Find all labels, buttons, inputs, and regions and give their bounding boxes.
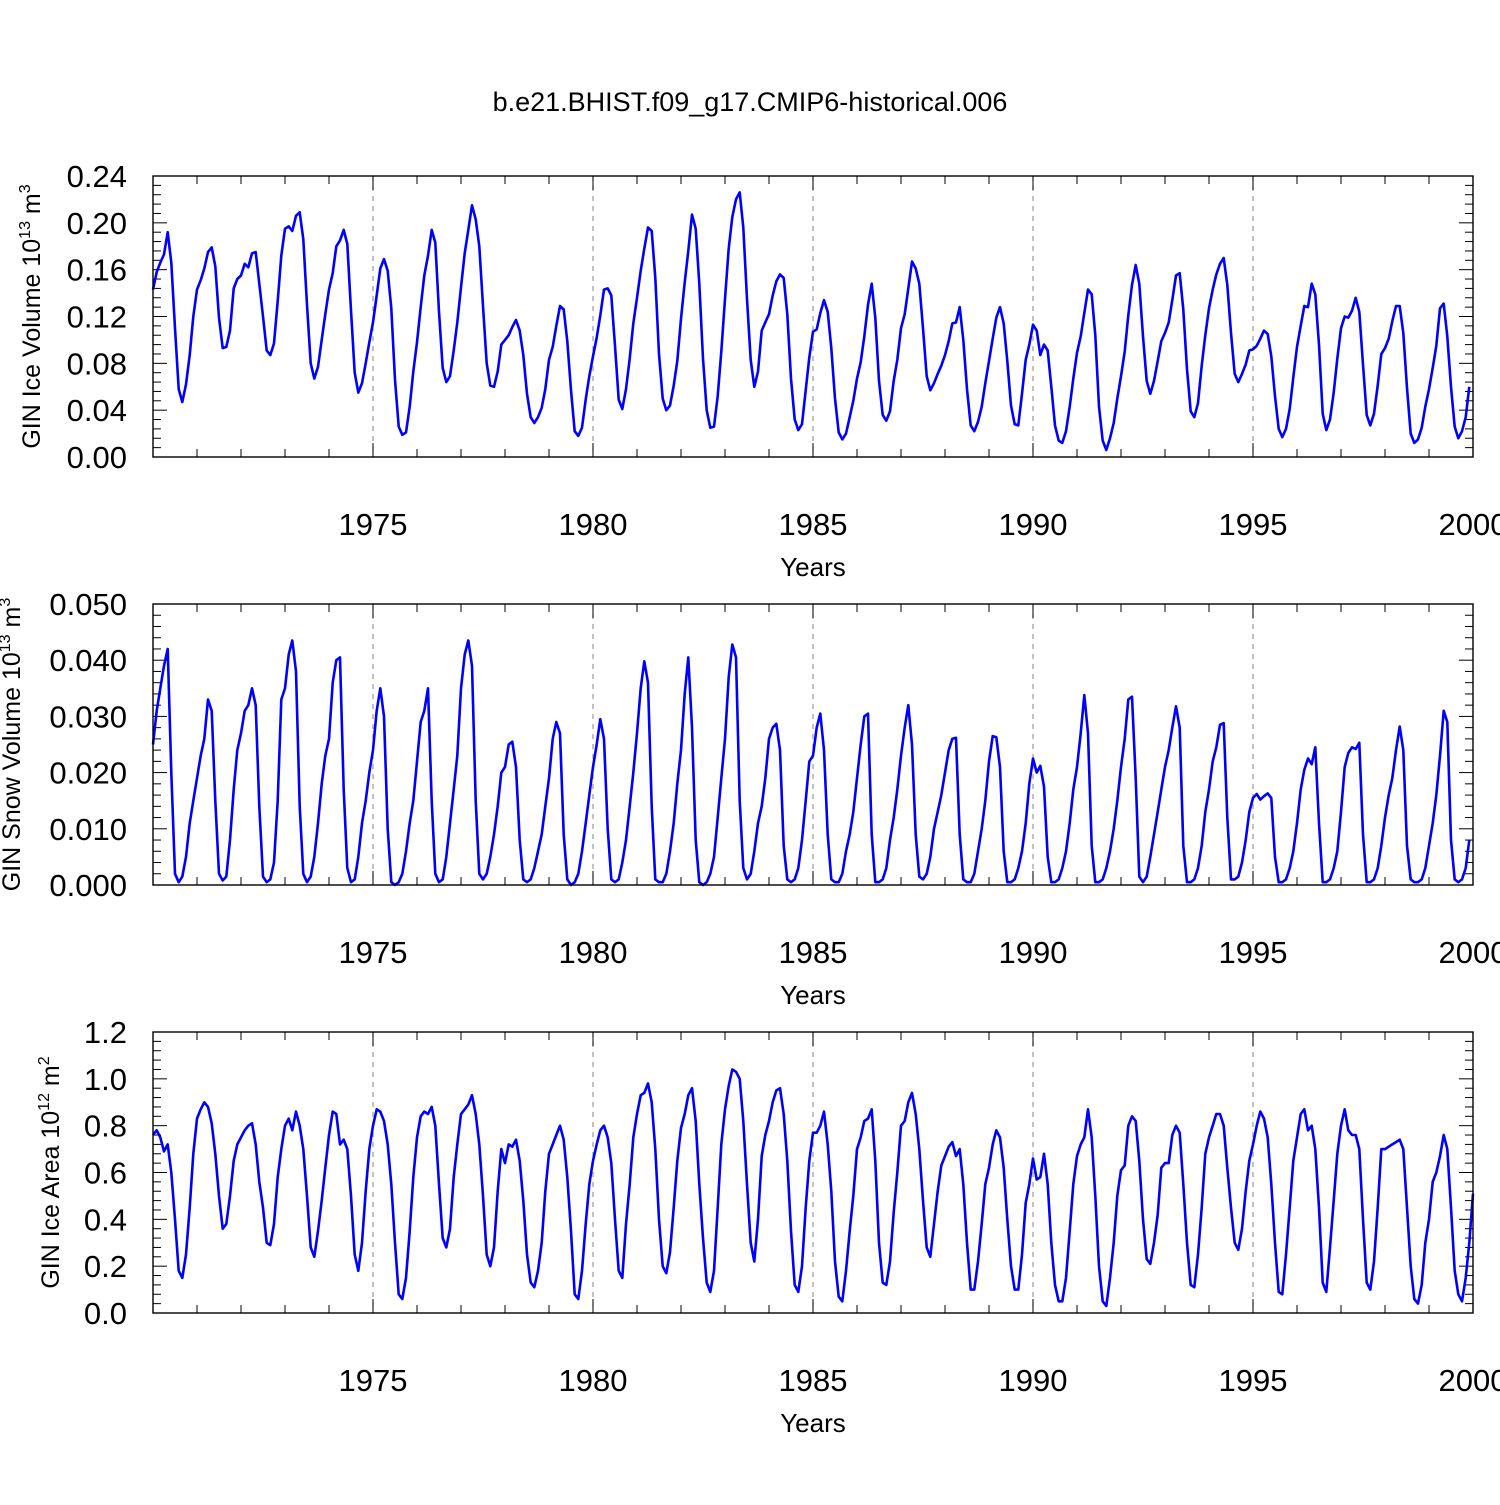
y-axis-label: GIN Ice Area 1012 m2	[36, 1056, 65, 1288]
y-tick-label: 0.24	[67, 159, 127, 194]
plot-frame	[152, 1031, 1474, 1314]
series-line-snow-volume	[151, 639, 1471, 887]
series-line-ice-area	[151, 1068, 1475, 1308]
y-axis-label-part: GIN Ice Volume 10	[18, 239, 46, 449]
x-tick-label: 1980	[559, 507, 628, 542]
y-axis-label-part: 13	[0, 634, 14, 652]
x-tick-label: 1990	[999, 1363, 1068, 1398]
chart-title: b.e21.BHIST.f09_g17.CMIP6-historical.006	[493, 87, 1008, 117]
x-tick-label: 1995	[1219, 1363, 1288, 1398]
x-tick-label: 1985	[779, 507, 848, 542]
panel-ice-area: 0.0 0.2 0.4 0.6 0.8 1.0 1.2 1975 1980 1985 1990 199…	[36, 1015, 1500, 1438]
y-tick-label: 0.0	[84, 1296, 127, 1331]
x-tick-label: 2000	[1439, 1363, 1500, 1398]
y-axis-label-part: GIN Ice Area 10	[37, 1111, 65, 1289]
panel-snow-volume: 0.000 0.010 0.020 0.030 0.040 0.050 1975 1980 19…	[0, 587, 1500, 1010]
y-tick-label: 0.6	[84, 1156, 127, 1191]
y-tick-label: 0.04	[67, 393, 127, 428]
y-axis-label: GIN Snow Volume 1013 m3	[0, 598, 26, 892]
y-tick-label: 0.20	[67, 206, 127, 241]
x-tick-label: 1985	[779, 1363, 848, 1398]
x-tick-label: 2000	[1439, 507, 1500, 542]
x-tick-label: 1985	[779, 935, 848, 970]
x-axis-label: Years	[780, 1408, 846, 1438]
y-axis-label-part: m	[37, 1065, 65, 1093]
y-axis-label-part: 12	[36, 1093, 53, 1111]
y-tick-label: 0.12	[67, 300, 127, 335]
y-axis-label-part: GIN Snow Volume 10	[0, 652, 26, 891]
y-tick-label: 0.4	[84, 1202, 127, 1237]
y-axis-label: GIN Ice Volume 1013 m3	[17, 184, 46, 448]
y-axis-label-part: m	[18, 193, 46, 221]
y-tick-label: 0.020	[49, 756, 127, 791]
y-axis-label-part: m	[0, 607, 26, 635]
y-tick-label: 0.00	[67, 440, 127, 475]
series-line-ice-volume	[151, 191, 1471, 452]
x-tick-label: 1980	[559, 935, 628, 970]
plot-frame	[152, 603, 1474, 886]
y-tick-label: 0.040	[49, 643, 127, 678]
y-tick-label: 0.050	[49, 587, 127, 622]
y-tick-label: 0.08	[67, 346, 127, 381]
y-tick-label: 0.010	[49, 812, 127, 847]
y-axis-label-part: 3	[0, 598, 14, 607]
x-tick-label: 2000	[1439, 935, 1500, 970]
x-axis-label: Years	[780, 980, 846, 1010]
x-tick-label: 1980	[559, 1363, 628, 1398]
x-tick-label: 1990	[999, 935, 1068, 970]
panel-ice-volume: 0.00 0.04 0.08 0.12 0.16 0.20 0.24 1975 1980 1985…	[17, 159, 1500, 582]
y-tick-label: 1.2	[84, 1015, 127, 1050]
y-tick-label: 0.2	[84, 1249, 127, 1284]
x-tick-label: 1995	[1219, 507, 1288, 542]
y-tick-label: 1.0	[84, 1062, 127, 1097]
x-axis-label: Years	[780, 552, 846, 582]
y-tick-label: 0.000	[49, 868, 127, 903]
y-tick-label: 0.030	[49, 699, 127, 734]
y-tick-label: 0.8	[84, 1109, 127, 1144]
x-tick-label: 1975	[339, 507, 408, 542]
y-axis-label-part: 3	[17, 184, 34, 193]
x-tick-label: 1975	[339, 1363, 408, 1398]
y-tick-label: 0.16	[67, 253, 127, 288]
y-axis-label-part: 2	[36, 1056, 53, 1065]
x-tick-label: 1990	[999, 507, 1068, 542]
x-tick-label: 1995	[1219, 935, 1288, 970]
y-axis-label-part: 13	[17, 221, 34, 239]
plot-frame	[152, 175, 1474, 458]
x-tick-label: 1975	[339, 935, 408, 970]
